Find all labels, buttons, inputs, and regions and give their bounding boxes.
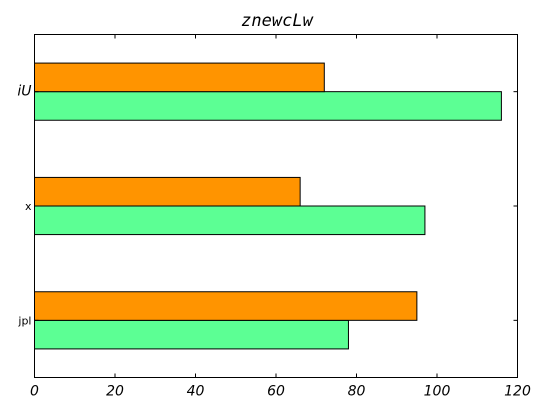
x-tick-label: 100 bbox=[424, 384, 451, 400]
bar-iU-series-1 bbox=[34, 91, 502, 121]
y-axis: jpl x iU bbox=[17, 84, 518, 327]
x-tick-label: 60 bbox=[267, 384, 285, 400]
chart-title: znewcLw bbox=[241, 11, 313, 31]
x-tick-label: 120 bbox=[504, 384, 531, 400]
y-tick-label-jpl: jpl bbox=[17, 314, 31, 327]
x-tick-label: 20 bbox=[106, 384, 124, 400]
x-axis: 0 20 40 60 80 100 120 bbox=[30, 34, 531, 400]
y-tick-label-x: x bbox=[25, 200, 32, 213]
x-tick-label: 0 bbox=[30, 384, 39, 400]
bar-jpl-series-1 bbox=[34, 319, 349, 350]
bars-group bbox=[34, 62, 502, 350]
bar-iU-series-2 bbox=[34, 62, 325, 93]
bar-jpl-series-2 bbox=[34, 291, 418, 321]
bar-x-series-1 bbox=[34, 205, 426, 236]
x-tick-label: 80 bbox=[348, 384, 366, 400]
y-tick-label-iU: iU bbox=[17, 84, 31, 100]
bar-x-series-2 bbox=[34, 176, 301, 207]
x-tick-label: 40 bbox=[187, 384, 205, 400]
